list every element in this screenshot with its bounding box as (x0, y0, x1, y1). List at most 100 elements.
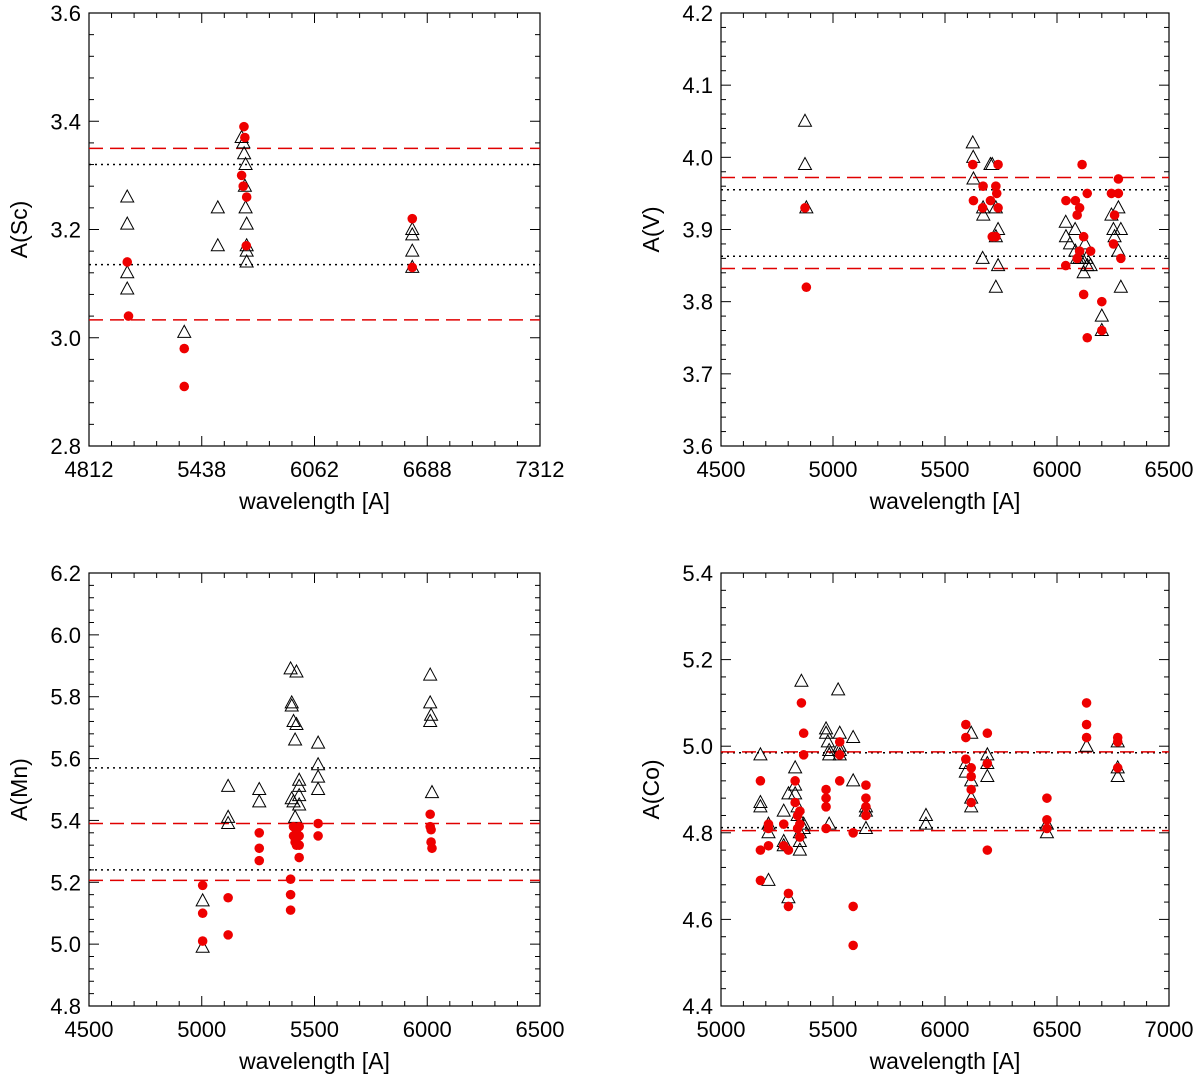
chart-1-triangle-point (975, 207, 991, 221)
chart-2-triangle-point (286, 713, 301, 727)
chart-1-circle-point (1078, 231, 1089, 242)
chart-0-xtick-label: 4812 (65, 457, 114, 482)
chart-3-triangle-point (918, 807, 934, 821)
chart-3-triangle-point (1079, 738, 1094, 752)
chart-3-circle-point (1081, 698, 1092, 708)
chart-1-circle-point (1116, 253, 1126, 264)
chart-1-circle-point (991, 231, 1001, 242)
chart-0-circle-point (239, 121, 249, 132)
chart-2-circle-point (313, 831, 323, 841)
chart-2-circle-point (285, 905, 296, 915)
chart-3-circle-point (798, 750, 809, 760)
chart-3-circle-point (861, 802, 871, 812)
chart-0-triangle-point (404, 226, 420, 241)
chart-0-xtick-label: 6062 (290, 457, 339, 482)
chart-2-triangle-point (287, 809, 303, 823)
chart-0-ytick-label: 3.4 (50, 109, 81, 134)
chart-3-circle-point (783, 901, 794, 912)
chart-2-triangle-point (423, 707, 439, 721)
chart-0-circle-point (407, 262, 418, 273)
chart-2-ytick-label: 5.8 (50, 685, 81, 710)
chart-3-triangle-point (963, 725, 979, 739)
chart-1-circle-point (1082, 332, 1093, 343)
chart-2-xtick-label: 5500 (290, 1017, 339, 1042)
chart-3-circle-point (848, 901, 858, 912)
chart-1-circle-point (1113, 174, 1124, 184)
chart-2-triangle-point (291, 796, 307, 811)
chart-2-circle-point (254, 855, 265, 866)
chart-2-circle-point (313, 818, 323, 829)
chart-1-triangle-point (966, 170, 981, 185)
chart-1-circle-point (1072, 210, 1082, 220)
chart-1-ytick-label: 3.8 (682, 290, 713, 315)
chart-2-triangle-point (289, 663, 304, 678)
chart-2-ytick-label: 5.6 (50, 747, 81, 772)
chart-2-triangle-point (283, 660, 298, 675)
chart-2-triangle-point (422, 667, 438, 681)
chart-3-circle-point (966, 784, 977, 795)
chart-3-triangle-point (787, 759, 803, 774)
chart-2-circle-point (223, 930, 233, 940)
chart-3-triangle-point (776, 803, 792, 817)
chart-2-ylabel: A(Mn) (6, 758, 32, 821)
chart-3-triangle-point (787, 785, 803, 800)
chart-2-circle-point (294, 821, 304, 832)
chart-2-triangle-point (291, 778, 307, 792)
chart-0-ytick-label: 2.8 (50, 434, 81, 459)
chart-1-xtick-label: 4500 (697, 457, 746, 482)
chart-1-circle-point (978, 181, 988, 191)
chart-3-circle-point (795, 819, 805, 829)
chart-3-circle-point (834, 737, 845, 747)
chart-2-xtick-label: 5000 (177, 1017, 226, 1042)
chart-1-circle-point (967, 159, 978, 170)
chart-3-circle-point (1042, 815, 1052, 825)
chart-3-ylabel: A(Co) (638, 759, 664, 819)
chart-0-circle-point (236, 170, 247, 181)
chart-2-circle-point (427, 843, 437, 854)
chart-2-data-area (89, 660, 540, 953)
chart-3-circle-point (755, 875, 766, 886)
chart-3-ytick-label: 5.4 (682, 561, 713, 586)
chart-1-triangle-point (1062, 235, 1078, 250)
chart-2-triangle-point (195, 939, 210, 953)
chart-0-triangle-point (238, 156, 253, 171)
chart-3-triangle-point (781, 785, 796, 800)
chart-3-ytick-label: 5.0 (682, 734, 713, 759)
chart-0-circle-point (241, 192, 252, 202)
chart-1-circle-point (1106, 188, 1117, 199)
chart-3-triangle-point (830, 681, 846, 696)
chart-3-triangle-point (979, 768, 995, 783)
chart-3-triangle-point (794, 673, 809, 687)
chart-2-triangle-point (310, 769, 326, 783)
chart-3-circle-point (763, 823, 774, 834)
chart-3-triangle-point (818, 725, 834, 739)
chart-3-circle-point (1042, 793, 1052, 803)
chart-3-xtick-label: 6000 (921, 1017, 970, 1042)
chart-3-triangle-point (761, 872, 776, 886)
chart-0-ytick-label: 3.0 (50, 326, 81, 351)
chart-2-ytick-label: 6.0 (50, 623, 81, 648)
chart-1-circle-point (985, 195, 996, 206)
chart-2-circle-point (294, 840, 304, 850)
chart-3-xlabel: wavelength [A] (869, 1048, 1021, 1074)
chart-3-circle-point (982, 758, 993, 769)
chart-3-triangle-point (753, 794, 768, 808)
chart-3-circle-point (778, 819, 789, 829)
chart-0-triangle-point (119, 280, 135, 295)
chart-1-triangle-point (1058, 228, 1074, 243)
chart-2-triangle-point (287, 731, 303, 746)
chart-0-circle-point (241, 240, 252, 251)
chart-3-data-area (721, 673, 1169, 951)
panel-cobalt: 5000 5500 6000 6500 7000 4.4 4.6 4.8 5.0 5.2 5.4 wa… (638, 561, 1193, 1074)
chart-3-circle-point (982, 845, 993, 855)
chart-1-triangle-point (1083, 257, 1098, 272)
chart-1-circle-point (801, 282, 812, 293)
chart-2-xtick-label: 6500 (516, 1017, 565, 1042)
chart-3-triangle-point (792, 842, 808, 856)
chart-1-triangle-point (1094, 308, 1110, 322)
chart-1-ytick-label: 4.1 (682, 73, 713, 98)
chart-0-triangle-point (239, 216, 255, 230)
chart-1-circle-point (993, 203, 1003, 213)
chart-1-data-area (721, 113, 1169, 343)
chart-0-circle-point (179, 381, 190, 392)
